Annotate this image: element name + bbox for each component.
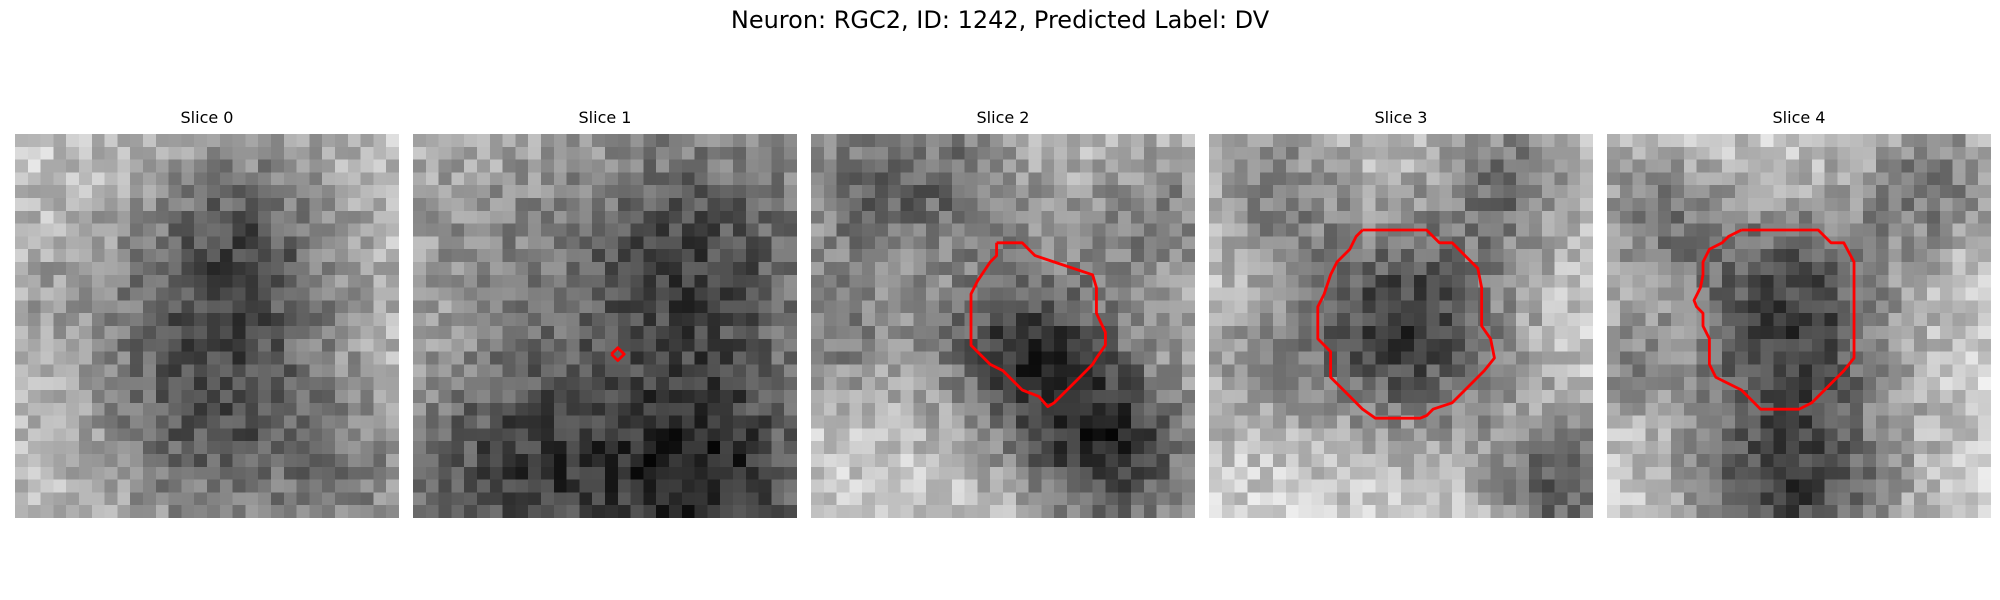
slice-title: Slice 2 bbox=[976, 108, 1030, 127]
neuron-contour bbox=[969, 241, 1107, 409]
slice-title: Slice 3 bbox=[1374, 108, 1428, 127]
neuron-contour bbox=[1316, 228, 1496, 420]
slice-title: Slice 1 bbox=[578, 108, 632, 127]
segmentation-overlay bbox=[15, 134, 399, 518]
slice-panel-3: Slice 3 bbox=[1209, 106, 1593, 518]
slice-panel-0: Slice 0 bbox=[15, 106, 399, 518]
segmentation-overlay bbox=[969, 241, 1107, 409]
slice-image bbox=[1607, 134, 1991, 518]
figure-title: Neuron: RGC2, ID: 1242, Predicted Label:… bbox=[730, 6, 1270, 34]
grayscale-pixel-grid bbox=[413, 134, 797, 518]
grayscale-pixel-grid bbox=[15, 134, 399, 518]
segmentation-overlay bbox=[1692, 228, 1856, 411]
grayscale-pixel-grid bbox=[811, 134, 1195, 518]
slice-image bbox=[413, 134, 797, 518]
slice-image bbox=[1209, 134, 1593, 518]
grayscale-pixel-grid bbox=[1209, 134, 1593, 518]
slice-image bbox=[15, 134, 399, 518]
slice-panel-2: Slice 2 bbox=[811, 106, 1195, 518]
slice-title: Slice 4 bbox=[1772, 108, 1826, 127]
segmentation-overlay bbox=[610, 346, 626, 362]
slice-title: Slice 0 bbox=[180, 108, 234, 127]
slice-panel-1: Slice 1 bbox=[413, 106, 797, 518]
segmentation-overlay bbox=[1316, 228, 1496, 420]
grayscale-pixel-grid bbox=[1607, 134, 1991, 518]
neuron-contour bbox=[1692, 228, 1856, 411]
slice-panel-4: Slice 4 bbox=[1607, 106, 1991, 518]
neuron-contour bbox=[610, 346, 626, 362]
slice-image bbox=[811, 134, 1195, 518]
